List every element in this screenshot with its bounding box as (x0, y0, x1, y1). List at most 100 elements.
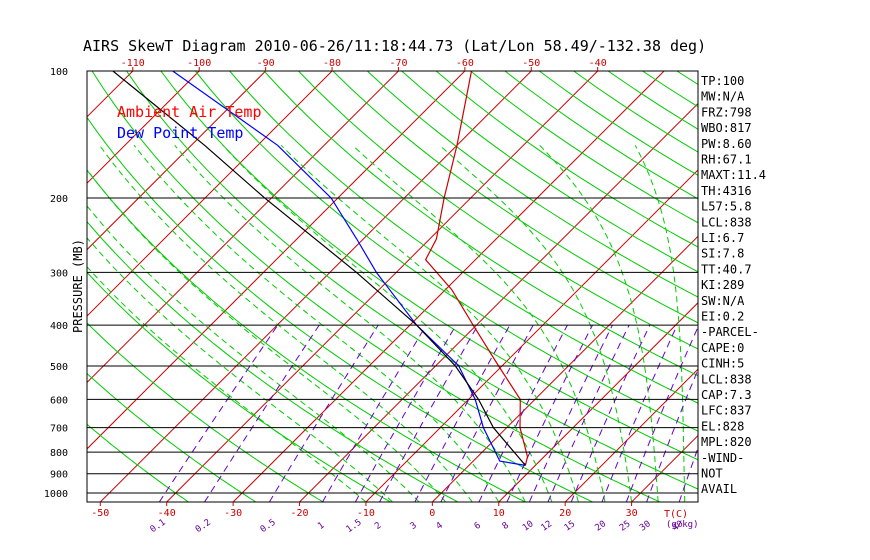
mixing-ratio-tick-label: 20 (594, 519, 609, 533)
stability-index-item: SI:7.8 (701, 247, 744, 261)
dry-adiabat-line (815, 71, 870, 502)
pressure-tick-label: 800 (50, 448, 68, 459)
legend-ambient-air-temp: Ambient Air Temp (117, 103, 262, 121)
stability-index-item: CINH:5 (701, 357, 744, 371)
stability-index-item: NOT (701, 467, 723, 481)
stability-index-item: RH:67.1 (701, 153, 752, 167)
dry-adiabat-line (87, 423, 189, 502)
isotherm-line (0, 71, 66, 502)
mixing-ratio-tick-label: 8 (501, 521, 511, 532)
isotherm-line (99, 71, 532, 502)
stability-index-item: TH:4316 (701, 184, 752, 198)
top-axis-tick-label: -50 (522, 58, 540, 69)
pressure-tick-label: 600 (50, 395, 68, 406)
mixing-ratio-tick-label: 0.5 (259, 518, 278, 536)
stability-index-item: TP:100 (701, 74, 744, 88)
dry-adiabat-line (87, 116, 593, 502)
bottom-axis-tick-label: 0 (429, 508, 435, 519)
skewt-frame (86, 67, 699, 506)
mixing-ratio-tick-label: 1 (316, 521, 326, 532)
top-axis-tick-label: -90 (257, 58, 275, 69)
stability-index-item: PW:8.60 (701, 137, 752, 151)
pressure-tick-label: 500 (50, 362, 68, 373)
temperature-line (424, 71, 529, 466)
stability-index-item: LFC:837 (701, 404, 752, 418)
dry-adiabat-line (160, 71, 698, 461)
dry-adiabat-line (229, 71, 698, 404)
mixing-ratio-line (354, 324, 457, 502)
top-axis-tick-label: -100 (187, 58, 211, 69)
mixing-ratio-tick-label: 3 (409, 521, 419, 532)
stability-index-item: -PARCEL- (701, 325, 759, 339)
dry-adiabat-line (87, 372, 257, 502)
mixing-ratio-tick-label: 1.5 (345, 518, 364, 536)
isotherm-line (564, 368, 698, 502)
stability-index-item: MW:N/A (701, 90, 745, 104)
mixing-ratio-line (440, 324, 534, 502)
pressure-tick-label: 400 (50, 321, 68, 332)
x-axis-unit-label: T(C) (664, 509, 688, 520)
stability-index-item: LCL:838 (701, 215, 752, 229)
mixing-ratio-line (414, 324, 511, 502)
isotherm-line (87, 71, 399, 384)
mixing-ratio-tick-label: 4 (435, 521, 445, 532)
top-axis-tick-label: -60 (456, 58, 474, 69)
stability-index-item: CAPE:0 (701, 341, 744, 355)
stability-index-item: FRZ:798 (701, 105, 752, 119)
dry-adiabat-line (194, 71, 698, 432)
pressure-tick-label: 1000 (44, 489, 68, 500)
parcel-line (112, 71, 526, 466)
isotherm-line (764, 71, 870, 502)
bottom-axis-tick-label: -40 (158, 508, 176, 519)
mixing-ratio-tick-label: 30 (638, 519, 653, 533)
mixing-ratio-line (379, 324, 479, 502)
stability-index-item: KI:289 (701, 278, 744, 292)
mixing-ratio-line (625, 325, 698, 502)
moist-adiabat-line (280, 144, 579, 502)
dry-adiabat-line (87, 169, 526, 502)
isotherm-line (87, 71, 200, 184)
pressure-tick-label: 700 (50, 424, 68, 435)
y-axis-label: PRESSURE (MB) (71, 239, 85, 333)
mixing-ratio-line (158, 324, 279, 502)
mixing-ratio-tick-label: 0.2 (194, 518, 213, 536)
isotherm-line (87, 71, 466, 450)
dry-adiabat-line (401, 71, 698, 273)
mixing-ratio-line (478, 324, 568, 502)
dry-adiabat-line (87, 220, 459, 502)
bottom-axis-tick-label: 30 (626, 508, 638, 519)
dry-adiabat-line (298, 71, 698, 350)
isotherm-line (87, 71, 266, 251)
chart-title: AIRS SkewT Diagram 2010-06-26/11:18:44.7… (83, 37, 706, 55)
top-axis-tick-label: -80 (323, 58, 341, 69)
mixing-ratio-unit-label: (g/kg) (666, 520, 699, 530)
mixing-ratio-tick-label: 15 (563, 519, 578, 533)
moist-adiabat-line (352, 144, 606, 502)
bottom-axis-tick-label: 20 (559, 508, 571, 519)
mixing-ratio-tick-label: 0.1 (149, 518, 168, 536)
top-axis-tick-label: -40 (589, 58, 607, 69)
dry-adiabat-line (126, 71, 698, 490)
stability-index-item: LI:6.7 (701, 231, 744, 245)
stability-index-item: WBO:817 (701, 121, 752, 135)
bottom-axis-tick-label: -30 (224, 508, 242, 519)
dry-adiabat-line (87, 322, 324, 502)
stability-index-item: EI:0.2 (701, 310, 744, 324)
stability-index-item: MPL:820 (701, 435, 752, 449)
isotherm-line (299, 102, 698, 502)
mixing-ratio-tick-label: 2 (373, 521, 383, 532)
dry-adiabat-line (504, 71, 698, 200)
isotherm-line (87, 71, 333, 317)
bottom-axis-tick-label: 10 (493, 508, 505, 519)
dry-adiabat-line (366, 71, 698, 298)
isotherm-line (831, 71, 870, 502)
mixing-ratio-tick-label: 6 (473, 521, 483, 532)
dry-adiabat-line (642, 71, 698, 108)
top-axis-tick-label: -70 (389, 58, 407, 69)
pressure-tick-label: 100 (50, 67, 68, 78)
moist-adiabat-line (222, 144, 553, 502)
stability-index-item: -WIND- (701, 451, 744, 465)
mixing-ratio-line (547, 324, 630, 502)
stability-index-item: TT:40.7 (701, 262, 752, 276)
